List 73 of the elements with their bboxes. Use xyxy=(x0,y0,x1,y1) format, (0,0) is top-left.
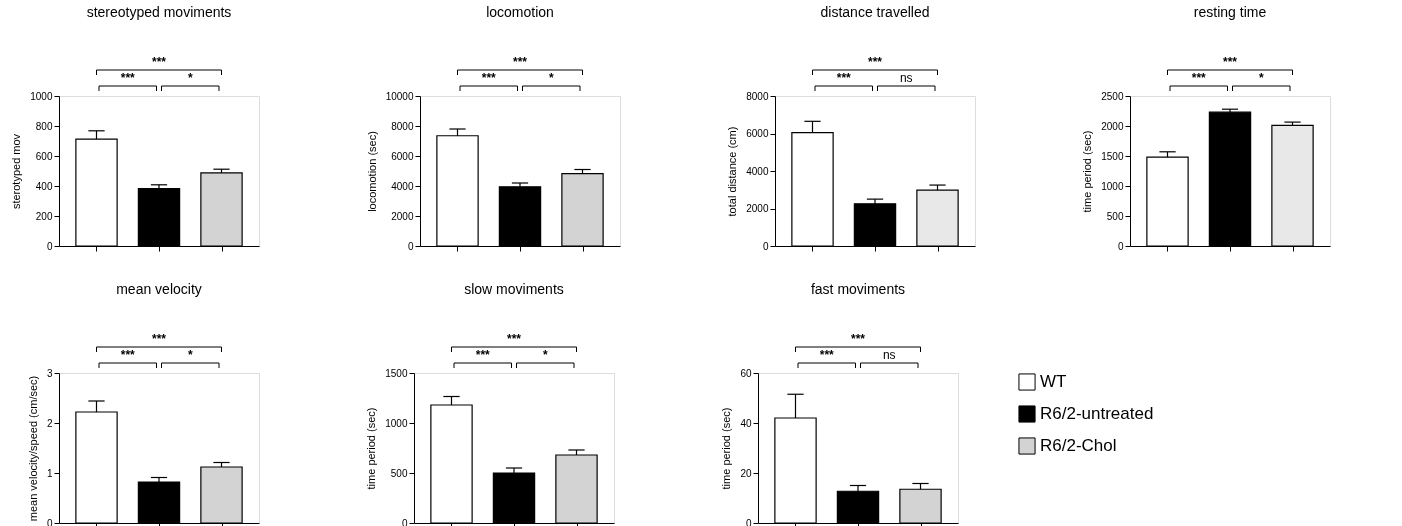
y-tick-label: 1000 xyxy=(385,417,408,429)
text: ns xyxy=(882,348,896,362)
y-tick-label: 0 xyxy=(46,240,53,252)
text: *** xyxy=(1222,55,1238,69)
text: *** xyxy=(120,348,136,362)
y-tick-label: 2 xyxy=(46,417,53,429)
legend-label: R6/2-untreated xyxy=(1040,404,1154,423)
y-tick-label: 3 xyxy=(46,367,53,379)
y-tick-label: 400 xyxy=(35,180,53,192)
y-tick-label: 10000 xyxy=(385,90,414,102)
text: *** xyxy=(819,348,835,362)
chart-title: mean velocity xyxy=(116,281,202,297)
text: *** xyxy=(475,348,491,362)
y-tick-label: 500 xyxy=(1106,210,1124,222)
chart-title: distance travelled xyxy=(820,4,930,20)
y-tick-label: 1500 xyxy=(1101,150,1124,162)
y-tick-label: 20 xyxy=(740,467,752,479)
text: *** xyxy=(506,332,522,346)
y-tick-label: 4000 xyxy=(746,165,769,177)
chart-title: locomotion xyxy=(486,4,554,20)
y-tick-label: 0 xyxy=(407,240,414,252)
y-axis-title: mean velocity/speed (cm/sec) xyxy=(26,375,39,522)
y-tick-label: 1 xyxy=(46,467,53,479)
y-tick-label: 200 xyxy=(35,210,53,222)
y-tick-label: 0 xyxy=(401,517,408,526)
text: *** xyxy=(151,55,167,69)
text: * xyxy=(1258,71,1264,85)
text: *** xyxy=(836,71,852,85)
y-axis-title: total distance (cm) xyxy=(726,126,739,217)
y-tick-label: 2500 xyxy=(1101,90,1124,102)
y-axis-title: sterotyped mov xyxy=(10,133,23,210)
y-tick-label: 2000 xyxy=(391,210,414,222)
y-axis-title: locomotion (sec) xyxy=(365,131,378,212)
y-tick-label: 1000 xyxy=(30,90,53,102)
y-tick-label: 2000 xyxy=(746,203,769,214)
text: *** xyxy=(850,332,866,346)
y-tick-label: 2000 xyxy=(1101,120,1124,132)
y-tick-label: 4000 xyxy=(391,180,414,192)
y-tick-label: 0 xyxy=(745,517,752,526)
chart-title: slow moviments xyxy=(464,281,564,297)
text: * xyxy=(187,348,193,362)
text: *** xyxy=(120,71,136,85)
chart-title: stereotyped moviments xyxy=(86,4,232,20)
y-tick-label: 1000 xyxy=(1101,180,1124,192)
y-axis-title: time period (sec) xyxy=(1081,130,1094,213)
chart-title: fast moviments xyxy=(810,281,906,297)
text: *** xyxy=(512,55,528,69)
y-tick-label: 40 xyxy=(740,417,752,429)
y-tick-label: 60 xyxy=(740,367,752,379)
y-axis-title: time period (sec) xyxy=(365,407,378,490)
text: *** xyxy=(481,71,497,85)
y-tick-label: 8000 xyxy=(391,120,414,132)
text: * xyxy=(548,71,554,85)
y-tick-label: 500 xyxy=(390,467,408,479)
y-tick-label: 800 xyxy=(35,120,53,132)
text: *** xyxy=(151,332,167,346)
text: * xyxy=(542,348,548,362)
y-tick-label: 1500 xyxy=(385,367,408,379)
legend-label: R6/2-Chol xyxy=(1040,436,1117,455)
legend-label: WT xyxy=(1040,372,1067,391)
text: * xyxy=(187,71,193,85)
y-tick-label: 0 xyxy=(46,517,53,526)
text: *** xyxy=(1191,71,1207,85)
y-tick-label: 0 xyxy=(1117,240,1124,252)
chart-title: resting time xyxy=(1193,4,1267,20)
text: ns xyxy=(899,71,913,85)
y-tick-label: 6000 xyxy=(746,128,769,139)
y-tick-label: 600 xyxy=(35,150,53,162)
y-tick-label: 6000 xyxy=(391,150,414,162)
y-tick-label: 8000 xyxy=(746,90,769,102)
text: *** xyxy=(867,55,883,69)
y-tick-label: 0 xyxy=(762,240,769,252)
y-axis-title: time period (sec) xyxy=(720,407,733,490)
